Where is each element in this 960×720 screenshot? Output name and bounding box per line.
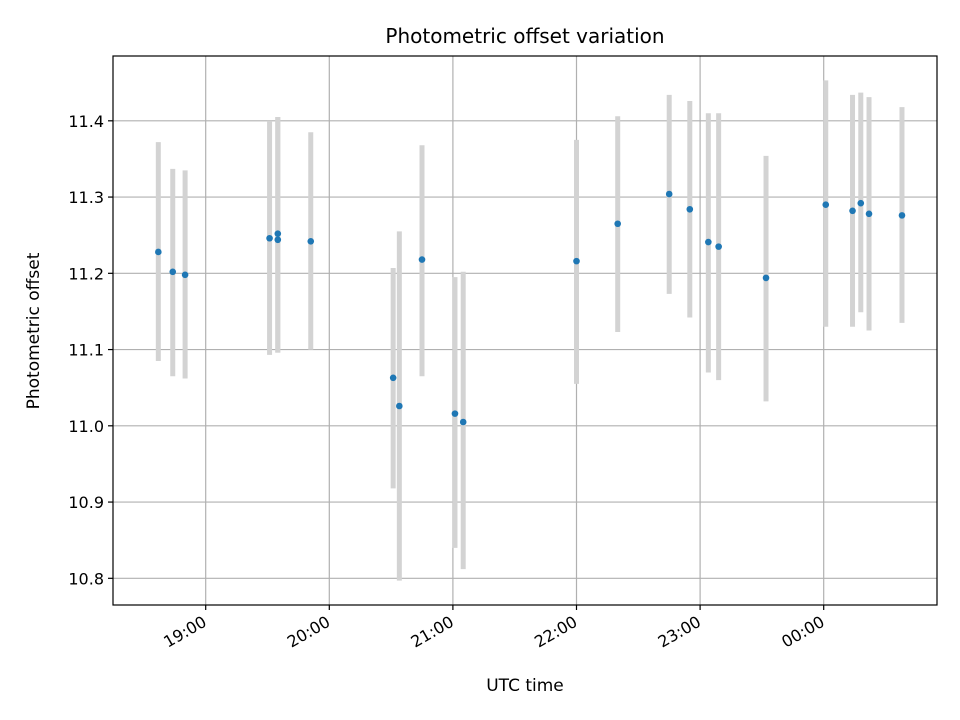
data-point — [451, 410, 459, 417]
data-point — [307, 237, 315, 245]
data-point — [418, 256, 426, 263]
data-point — [573, 257, 580, 265]
data-point — [274, 236, 282, 244]
data-point — [181, 271, 189, 279]
point-layer — [155, 190, 906, 426]
chart-title: Photometric offset variation — [385, 24, 664, 48]
y-tick-label: 11.3 — [68, 188, 104, 207]
y-tick-label: 11.4 — [68, 112, 104, 131]
data-point — [396, 402, 403, 410]
y-tick-layer: 10.8 10.9 11.0 11.1 11.2 11.3 11.4 — [68, 112, 113, 588]
y-tick-label: 11.2 — [68, 264, 104, 283]
plot-frame — [112, 55, 938, 606]
data-point — [898, 212, 906, 219]
data-point — [857, 199, 865, 207]
data-point — [459, 418, 467, 426]
data-point — [849, 207, 856, 215]
y-tick-label: 10.8 — [68, 569, 104, 588]
x-axis-label: UTC time — [486, 676, 564, 696]
data-point — [266, 234, 273, 242]
data-point — [686, 205, 694, 213]
y-axis-label: Photometric offset — [24, 252, 44, 409]
data-point — [762, 274, 770, 282]
data-point — [822, 201, 830, 208]
data-point — [155, 248, 162, 256]
y-tick-label: 10.9 — [68, 493, 104, 512]
y-tick-label: 11.1 — [68, 341, 104, 360]
data-point — [169, 268, 177, 276]
data-point — [705, 238, 712, 246]
y-tick-label: 11.0 — [68, 417, 104, 436]
data-point — [715, 243, 722, 250]
data-point — [614, 220, 621, 228]
data-point — [665, 190, 673, 198]
data-point — [274, 230, 282, 237]
data-point — [865, 210, 873, 218]
data-point — [389, 374, 397, 382]
